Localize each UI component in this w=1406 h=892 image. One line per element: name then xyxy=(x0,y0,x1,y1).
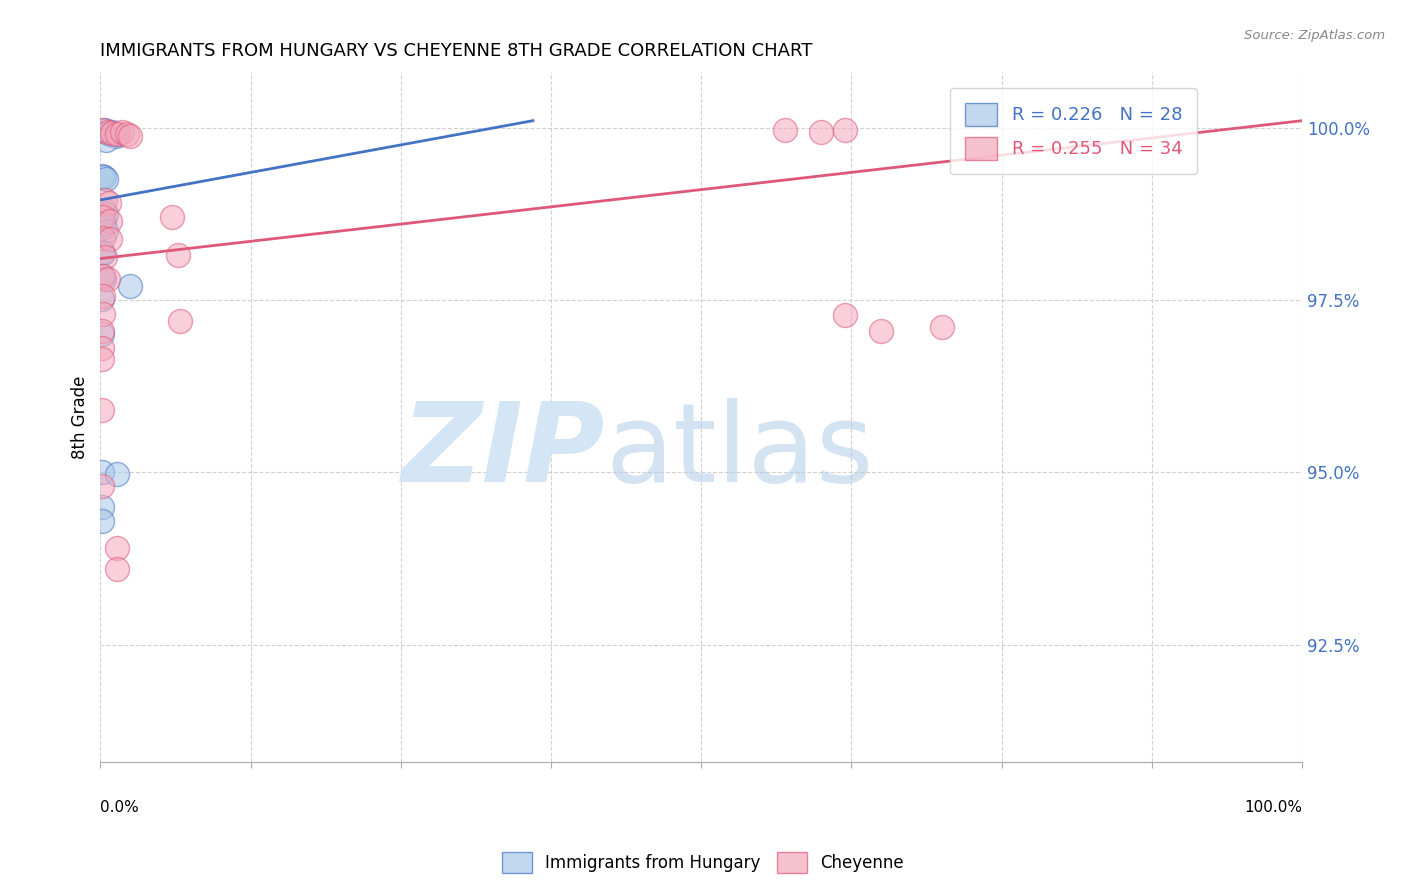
Point xyxy=(931,320,953,334)
Point xyxy=(107,127,129,141)
Point xyxy=(91,123,114,137)
Point xyxy=(90,403,112,417)
Point xyxy=(91,246,114,260)
Point xyxy=(91,210,114,224)
Point xyxy=(810,125,832,139)
Point xyxy=(97,196,120,211)
Text: 100.0%: 100.0% xyxy=(1244,800,1302,814)
Text: ZIP: ZIP xyxy=(402,398,605,505)
Point xyxy=(834,308,856,322)
Point xyxy=(90,500,112,514)
Point xyxy=(90,220,112,235)
Point xyxy=(105,127,128,141)
Point xyxy=(167,248,190,262)
Point xyxy=(104,128,127,143)
Point xyxy=(91,124,114,138)
Point xyxy=(101,125,124,139)
Point xyxy=(91,231,114,245)
Point xyxy=(834,123,856,137)
Point xyxy=(101,126,124,140)
Legend: R = 0.226   N = 28, R = 0.255   N = 34: R = 0.226 N = 28, R = 0.255 N = 34 xyxy=(950,88,1197,175)
Text: Source: ZipAtlas.com: Source: ZipAtlas.com xyxy=(1244,29,1385,42)
Point xyxy=(96,133,118,147)
Point xyxy=(105,467,128,481)
Point xyxy=(90,324,112,338)
Point xyxy=(90,244,112,259)
Point xyxy=(115,128,138,142)
Text: atlas: atlas xyxy=(605,398,873,505)
Point xyxy=(91,268,114,283)
Point xyxy=(104,128,127,142)
Point xyxy=(93,170,115,185)
Point xyxy=(120,128,142,143)
Point xyxy=(94,250,117,264)
Point xyxy=(90,268,112,283)
Point xyxy=(775,122,797,136)
Point xyxy=(97,272,120,286)
Point xyxy=(93,217,115,231)
Point xyxy=(94,193,117,207)
Point xyxy=(97,126,120,140)
Point xyxy=(93,272,115,286)
Point xyxy=(169,313,191,327)
Point xyxy=(93,203,115,218)
Point xyxy=(91,307,114,321)
Point xyxy=(94,122,117,136)
Point xyxy=(120,279,142,293)
Point xyxy=(90,514,112,528)
Point xyxy=(98,128,121,142)
Point xyxy=(90,341,112,355)
Point xyxy=(90,169,112,183)
Point xyxy=(90,351,112,366)
Point xyxy=(96,172,118,186)
Point xyxy=(90,292,112,306)
Point xyxy=(96,207,118,221)
Point xyxy=(105,541,128,555)
Point xyxy=(111,125,134,139)
Point xyxy=(105,562,128,576)
Point xyxy=(98,213,121,227)
Point xyxy=(90,465,112,479)
Text: IMMIGRANTS FROM HUNGARY VS CHEYENNE 8TH GRADE CORRELATION CHART: IMMIGRANTS FROM HUNGARY VS CHEYENNE 8TH … xyxy=(100,42,813,60)
Y-axis label: 8th Grade: 8th Grade xyxy=(72,376,89,458)
Point xyxy=(91,289,114,303)
Legend: Immigrants from Hungary, Cheyenne: Immigrants from Hungary, Cheyenne xyxy=(495,846,911,880)
Point xyxy=(90,327,112,342)
Text: 0.0%: 0.0% xyxy=(100,800,139,814)
Point xyxy=(870,324,893,338)
Point xyxy=(90,479,112,493)
Point xyxy=(162,210,184,224)
Point xyxy=(97,125,120,139)
Point xyxy=(96,224,118,238)
Point xyxy=(98,232,121,246)
